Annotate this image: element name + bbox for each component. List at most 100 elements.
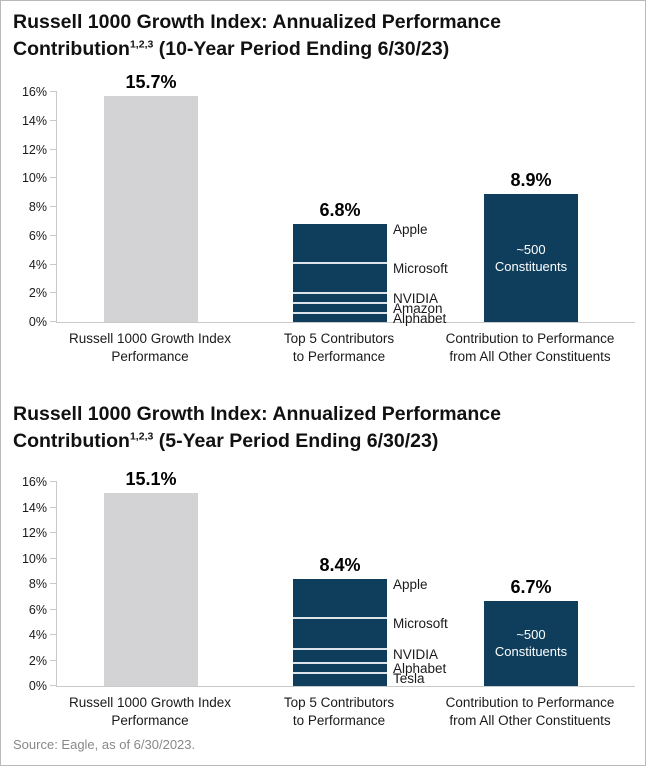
bar: ~500 Constituents xyxy=(484,194,578,322)
bar-value-label: 15.7% xyxy=(125,72,177,93)
category-label-line1: Contribution to Performance xyxy=(445,695,615,710)
chart-title: Russell 1000 Growth Index: Annualized Pe… xyxy=(13,401,638,455)
bar-value-label: 6.7% xyxy=(510,576,552,597)
y-axis-tick-label: 6% xyxy=(28,602,47,617)
y-axis-tick-label: 10% xyxy=(21,551,47,566)
category-label-line1: Russell 1000 Growth Index xyxy=(68,695,232,710)
y-axis-tick-mark xyxy=(50,557,57,559)
chart-title-line2: Contribution xyxy=(13,430,130,452)
chart-title-line2-rest: (10-Year Period Ending 6/30/23) xyxy=(153,38,450,60)
segment-label: Amazon xyxy=(393,301,443,317)
bar xyxy=(104,493,198,686)
bar-value-label: 6.8% xyxy=(319,200,361,221)
category-label-line1: Top 5 Contributors xyxy=(283,695,395,710)
y-axis-tick-label: 12% xyxy=(21,526,47,540)
y-axis-tick-mark xyxy=(50,263,57,265)
y-axis-tick-mark xyxy=(50,148,57,150)
category-label-line1: Russell 1000 Growth Index xyxy=(68,331,232,346)
plot-area: 0% 2% 4% 6% 8% 10% 12% 14% 16% 15.7% Apple Microsof… xyxy=(22,72,635,329)
category-label-line2: Performance xyxy=(111,348,189,364)
category-label-line2: to Performance xyxy=(292,712,386,728)
y-axis-tick-label: 16% xyxy=(21,475,47,489)
bar-inner-label: ~500 Constituents xyxy=(484,241,578,275)
source-note: Source: Eagle, as of 6/30/2023. xyxy=(13,737,196,752)
y-axis-tick-mark xyxy=(50,177,57,179)
y-axis-tick-label: 8% xyxy=(28,577,47,591)
category-label-line2: Performance xyxy=(111,712,189,728)
category-label: Contribution to Performance from All Othe… xyxy=(415,694,645,729)
y-axis-tick-mark xyxy=(50,321,57,322)
y-axis-tick-label: 2% xyxy=(28,286,47,301)
segment-label: Tesla xyxy=(393,671,425,687)
chart-title-line1: Russell 1000 Growth Index: Annualized Pe… xyxy=(13,11,501,33)
y-axis-tick-label: 12% xyxy=(21,142,47,157)
y-axis-tick-label: 4% xyxy=(28,628,47,642)
bar-inner-label: ~500 Constituents xyxy=(484,626,578,660)
segment-divider xyxy=(293,617,387,620)
y-axis-tick-mark xyxy=(50,119,57,121)
y-axis-tick-mark xyxy=(50,506,57,508)
category-label: Russell 1000 Growth Index Performance xyxy=(35,694,265,729)
chart-title-superscript: 1,2,3 xyxy=(129,38,154,51)
y-axis-tick-mark xyxy=(50,234,57,236)
bar-value-label: 15.1% xyxy=(125,469,177,490)
segment-label: Microsoft xyxy=(393,261,448,277)
segment-divider xyxy=(293,262,387,265)
y-axis-tick-mark xyxy=(50,91,57,92)
y-axis-tick-mark xyxy=(50,206,57,207)
y-axis-tick-label: 2% xyxy=(28,653,47,668)
y-axis-tick-label: 6% xyxy=(28,228,47,243)
chart-title-superscript: 1,2,3 xyxy=(129,430,154,443)
segment-label: NVIDIA xyxy=(393,647,439,663)
y-axis-tick-mark xyxy=(50,685,57,686)
category-label: Top 5 Contributors to Performance xyxy=(224,694,454,729)
bar-value-label: 8.4% xyxy=(319,554,361,575)
chart-title-line2: Contribution xyxy=(13,38,130,60)
segment-label: NVIDIA xyxy=(393,291,439,307)
category-label: Russell 1000 Growth Index Performance xyxy=(35,330,265,365)
category-label-line1: Contribution to Performance xyxy=(445,331,615,346)
bar-inner-label-line1: ~500 xyxy=(516,627,546,643)
segment-label: Alphabet xyxy=(393,661,447,677)
segment-label: Microsoft xyxy=(393,616,448,632)
category-label-line2: to Performance xyxy=(292,348,386,364)
segment-divider xyxy=(293,672,387,675)
y-axis-tick-mark xyxy=(50,583,57,584)
bar-value-label: 8.9% xyxy=(510,170,552,191)
bar xyxy=(293,578,387,686)
segment-label: Apple xyxy=(393,222,428,238)
plot-area: 0% 2% 4% 6% 8% 10% 12% 14% 16% 15.1% Apple Microsof… xyxy=(22,469,635,693)
category-label-line2: from All Other Constituents xyxy=(449,348,611,364)
y-axis-tick-mark xyxy=(50,608,57,610)
chart-title: Russell 1000 Growth Index: Annualized Pe… xyxy=(13,9,638,63)
y-axis-tick-label: 14% xyxy=(21,113,47,128)
category-label: Top 5 Contributors to Performance xyxy=(224,330,454,365)
category-label-line1: Top 5 Contributors xyxy=(283,331,395,346)
y-axis-tick-mark xyxy=(50,481,57,482)
bar-inner-label-line2: Constituents xyxy=(494,259,568,275)
y-axis-tick-label: 10% xyxy=(21,171,47,186)
segment-divider xyxy=(293,662,387,665)
y-axis-tick-label: 0% xyxy=(28,315,47,329)
bar xyxy=(104,96,198,322)
segment-label: Apple xyxy=(393,576,428,592)
segment-divider xyxy=(293,312,387,315)
y-axis-tick-label: 16% xyxy=(21,85,47,99)
segment-divider xyxy=(293,292,387,295)
segment-divider xyxy=(293,302,387,305)
chart-title-line1: Russell 1000 Growth Index: Annualized Pe… xyxy=(13,403,501,425)
chart-title-line2-rest: (5-Year Period Ending 6/30/23) xyxy=(153,430,439,452)
y-axis-tick-mark xyxy=(50,292,57,294)
y-axis-tick-mark xyxy=(50,659,57,661)
y-axis-tick-label: 8% xyxy=(28,200,47,214)
bar-inner-label-line2: Constituents xyxy=(494,644,568,660)
y-axis-tick-label: 14% xyxy=(21,500,47,515)
category-label: Contribution to Performance from All Othe… xyxy=(415,330,645,365)
y-axis-tick-mark xyxy=(50,532,57,533)
segment-label: Alphabet xyxy=(393,311,447,327)
category-label-line2: from All Other Constituents xyxy=(449,712,611,728)
segment-divider xyxy=(293,648,387,651)
y-axis-tick-mark xyxy=(50,634,57,635)
y-axis-tick-label: 4% xyxy=(28,257,47,272)
